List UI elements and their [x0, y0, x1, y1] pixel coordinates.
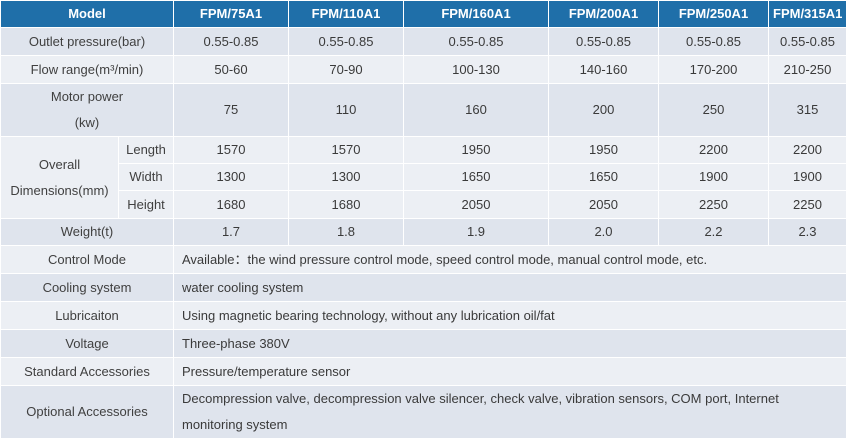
- table-cell: 75: [174, 84, 289, 137]
- motor-power-label-line1: Motor power: [5, 84, 169, 110]
- optional-accessories-line1: Decompression valve, decompression valve…: [182, 386, 842, 412]
- table-cell: 2.2: [659, 219, 769, 246]
- table-cell: 1650: [404, 164, 549, 191]
- table-cell: 50-60: [174, 56, 289, 84]
- table-cell: 1900: [659, 164, 769, 191]
- table-cell: 2.0: [549, 219, 659, 246]
- table-cell: 0.55-0.85: [174, 28, 289, 56]
- cooling-system-row: Cooling system water cooling system: [1, 274, 846, 302]
- table-cell: Decompression valve, decompression valve…: [174, 386, 846, 439]
- optional-accessories-line2: monitoring system: [182, 412, 842, 438]
- table-cell: 110: [289, 84, 404, 137]
- table-cell: 160: [404, 84, 549, 137]
- flow-range-row: Flow range(m³/min) 50-60 70-90 100-130 1…: [1, 56, 846, 84]
- table-cell: 1570: [174, 137, 289, 164]
- row-label: Lubricaiton: [1, 302, 174, 330]
- table-cell: 1.8: [289, 219, 404, 246]
- row-label: Weight(t): [1, 219, 174, 246]
- weight-row: Weight(t) 1.7 1.8 1.9 2.0 2.2 2.3: [1, 219, 846, 246]
- row-label: Control Mode: [1, 246, 174, 274]
- table-cell: 100-130: [404, 56, 549, 84]
- table-cell: 2250: [659, 191, 769, 219]
- control-mode-row: Control Mode Available：the wind pressure…: [1, 246, 846, 274]
- model-header-cell: FPM/75A1: [174, 1, 289, 28]
- outlet-pressure-row: Outlet pressure(bar) 0.55-0.85 0.55-0.85…: [1, 28, 846, 56]
- table-cell: 1570: [289, 137, 404, 164]
- header-row: Model FPM/75A1 FPM/110A1 FPM/160A1 FPM/2…: [1, 1, 846, 28]
- table-cell: Available：the wind pressure control mode…: [174, 246, 846, 274]
- model-header-cell: FPM/110A1: [289, 1, 404, 28]
- table-cell: 2050: [404, 191, 549, 219]
- table-cell: 1300: [174, 164, 289, 191]
- model-header-cell: FPM/315A1: [769, 1, 846, 28]
- model-header-cell: FPM/250A1: [659, 1, 769, 28]
- table-cell: 1900: [769, 164, 846, 191]
- overall-dimensions-label: Overall Dimensions(mm): [1, 137, 119, 219]
- table-cell: 0.55-0.85: [404, 28, 549, 56]
- table-cell: 200: [549, 84, 659, 137]
- row-label: Flow range(m³/min): [1, 56, 174, 84]
- voltage-row: Voltage Three-phase 380V: [1, 330, 846, 358]
- dimensions-label-line2: Dimensions(mm): [5, 178, 114, 204]
- table-cell: 140-160: [549, 56, 659, 84]
- table-cell: 2250: [769, 191, 846, 219]
- row-label: Motor power (kw): [1, 84, 174, 137]
- table-cell: 1680: [174, 191, 289, 219]
- model-header-cell: FPM/160A1: [404, 1, 549, 28]
- table-cell: 2.3: [769, 219, 846, 246]
- motor-power-label-line2: (kw): [5, 110, 169, 136]
- table-cell: 1650: [549, 164, 659, 191]
- table-cell: 1680: [289, 191, 404, 219]
- sub-label: Height: [119, 191, 174, 219]
- row-label: Optional Accessories: [1, 386, 174, 439]
- table-cell: 70-90: [289, 56, 404, 84]
- sub-label: Length: [119, 137, 174, 164]
- table-cell: 0.55-0.85: [549, 28, 659, 56]
- length-row: Overall Dimensions(mm) Length 1570 1570 …: [1, 137, 846, 164]
- sub-label: Width: [119, 164, 174, 191]
- row-label: Standard Accessories: [1, 358, 174, 386]
- row-label: Voltage: [1, 330, 174, 358]
- motor-power-row: Motor power (kw) 75 110 160 200 250 315: [1, 84, 846, 137]
- table-cell: 250: [659, 84, 769, 137]
- table-cell: 0.55-0.85: [769, 28, 846, 56]
- table-cell: Three-phase 380V: [174, 330, 846, 358]
- table-cell: 2200: [769, 137, 846, 164]
- width-row: Width 1300 1300 1650 1650 1900 1900: [1, 164, 846, 191]
- table-cell: 315: [769, 84, 846, 137]
- table-cell: 170-200: [659, 56, 769, 84]
- table-cell: 1950: [549, 137, 659, 164]
- table-cell: Pressure/temperature sensor: [174, 358, 846, 386]
- row-label: Outlet pressure(bar): [1, 28, 174, 56]
- dimensions-label-line1: Overall: [5, 152, 114, 178]
- model-header-cell: FPM/200A1: [549, 1, 659, 28]
- table-cell: 1950: [404, 137, 549, 164]
- optional-accessories-row: Optional Accessories Decompression valve…: [1, 386, 846, 439]
- table-cell: Using magnetic bearing technology, witho…: [174, 302, 846, 330]
- table-cell: 2050: [549, 191, 659, 219]
- table-cell: water cooling system: [174, 274, 846, 302]
- table-cell: 2200: [659, 137, 769, 164]
- height-row: Height 1680 1680 2050 2050 2250 2250: [1, 191, 846, 219]
- table-cell: 1.7: [174, 219, 289, 246]
- standard-accessories-row: Standard Accessories Pressure/temperatur…: [1, 358, 846, 386]
- model-header: Model: [1, 1, 174, 28]
- row-label: Cooling system: [1, 274, 174, 302]
- table-cell: 210-250: [769, 56, 846, 84]
- table-cell: 1300: [289, 164, 404, 191]
- table-cell: 1.9: [404, 219, 549, 246]
- lubrication-row: Lubricaiton Using magnetic bearing techn…: [1, 302, 846, 330]
- table-cell: 0.55-0.85: [289, 28, 404, 56]
- table-cell: 0.55-0.85: [659, 28, 769, 56]
